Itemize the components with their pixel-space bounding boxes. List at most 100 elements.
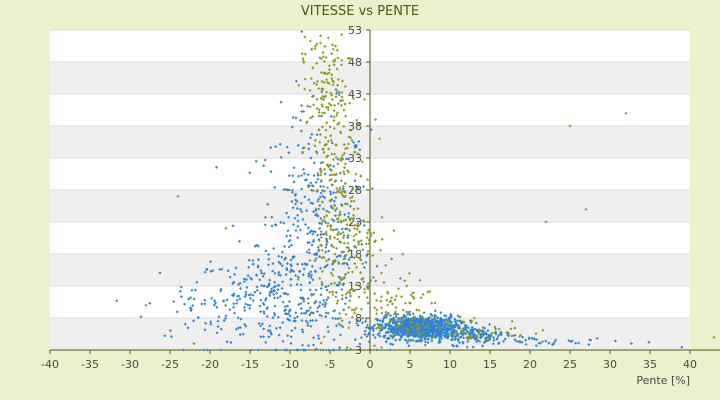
- data-point: [319, 114, 323, 118]
- data-point: [272, 289, 276, 293]
- data-point: [425, 334, 429, 338]
- data-point: [286, 304, 290, 308]
- data-point: [428, 327, 432, 331]
- data-point: [323, 111, 327, 115]
- data-point: [595, 336, 599, 340]
- data-point: [294, 198, 298, 202]
- data-point: [306, 173, 310, 177]
- data-point: [331, 47, 335, 51]
- data-point: [392, 331, 396, 335]
- data-point: [324, 220, 328, 224]
- data-point: [287, 245, 291, 249]
- data-point: [429, 323, 433, 327]
- data-point: [308, 39, 312, 43]
- data-point: [285, 268, 289, 272]
- data-point: [262, 327, 266, 331]
- x-tick-label: -5: [325, 358, 336, 371]
- data-point: [333, 228, 337, 232]
- data-point: [366, 228, 370, 232]
- data-point: [349, 221, 353, 225]
- data-point: [264, 249, 268, 253]
- data-point: [287, 174, 291, 178]
- data-point: [312, 94, 316, 98]
- data-point: [440, 330, 444, 334]
- data-point: [319, 168, 323, 172]
- data-point: [326, 139, 330, 143]
- data-point: [244, 278, 248, 282]
- data-point: [348, 56, 352, 60]
- data-point: [391, 321, 395, 325]
- data-point: [352, 234, 356, 238]
- data-point: [433, 301, 437, 305]
- data-point: [222, 318, 226, 322]
- data-point: [284, 187, 288, 191]
- data-point: [386, 303, 390, 307]
- data-point: [308, 88, 312, 92]
- data-point: [335, 113, 339, 117]
- data-point: [273, 313, 277, 317]
- data-point: [375, 348, 379, 352]
- data-point: [288, 318, 292, 322]
- data-point: [300, 328, 304, 332]
- data-point: [361, 276, 365, 280]
- data-point: [318, 221, 322, 225]
- data-point: [374, 118, 378, 122]
- data-point: [534, 344, 538, 348]
- data-point: [285, 261, 289, 265]
- data-point: [255, 288, 259, 292]
- data-point: [236, 282, 240, 286]
- data-point: [366, 282, 370, 286]
- data-point: [436, 324, 440, 328]
- data-point: [354, 245, 358, 249]
- data-point: [355, 321, 359, 325]
- data-point: [513, 333, 517, 337]
- data-point: [330, 244, 334, 248]
- data-point: [356, 186, 360, 190]
- data-point: [495, 337, 499, 341]
- data-point: [325, 241, 329, 245]
- data-point: [421, 325, 425, 329]
- data-point: [488, 322, 492, 326]
- data-point: [336, 232, 340, 236]
- data-point: [366, 249, 370, 253]
- data-point: [303, 77, 307, 81]
- data-point: [358, 230, 362, 234]
- data-point: [452, 334, 456, 338]
- data-point: [342, 108, 346, 112]
- data-point: [315, 97, 319, 101]
- data-point: [339, 99, 343, 103]
- data-point: [306, 301, 310, 305]
- data-point: [291, 206, 295, 210]
- data-point: [344, 312, 348, 316]
- data-point: [285, 234, 289, 238]
- data-point: [335, 217, 339, 221]
- data-point: [297, 174, 301, 178]
- data-point: [303, 35, 307, 39]
- data-point: [385, 298, 389, 302]
- data-point: [223, 316, 227, 320]
- data-point: [416, 330, 420, 334]
- data-point: [333, 180, 337, 184]
- data-point: [315, 133, 319, 137]
- data-point: [515, 339, 519, 343]
- data-point: [371, 333, 375, 337]
- data-point: [216, 319, 220, 323]
- data-point: [412, 334, 416, 338]
- data-point: [473, 336, 477, 340]
- data-point: [284, 272, 288, 276]
- data-point: [287, 300, 291, 304]
- data-point: [339, 323, 343, 327]
- data-point: [254, 159, 258, 163]
- data-point: [453, 317, 457, 321]
- data-point: [430, 314, 434, 318]
- x-tick-label: 10: [443, 358, 457, 371]
- data-point: [307, 142, 311, 146]
- data-point: [268, 294, 272, 298]
- data-point: [286, 334, 290, 338]
- data-point: [299, 296, 303, 300]
- data-point: [532, 337, 536, 341]
- data-point: [339, 220, 343, 224]
- data-point: [588, 338, 592, 342]
- data-point: [513, 326, 517, 330]
